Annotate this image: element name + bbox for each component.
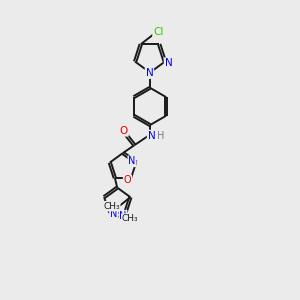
Text: O: O: [120, 126, 128, 136]
Text: N: N: [148, 130, 155, 141]
Text: N: N: [128, 156, 136, 167]
Text: N: N: [119, 211, 127, 220]
Text: O: O: [124, 176, 131, 185]
Text: CH₃: CH₃: [122, 214, 139, 223]
Text: N: N: [165, 58, 172, 68]
Text: N: N: [146, 68, 153, 78]
Text: Cl: Cl: [153, 27, 164, 37]
Text: CH₃: CH₃: [103, 202, 120, 211]
Text: N: N: [110, 208, 117, 218]
Text: H: H: [157, 130, 164, 141]
